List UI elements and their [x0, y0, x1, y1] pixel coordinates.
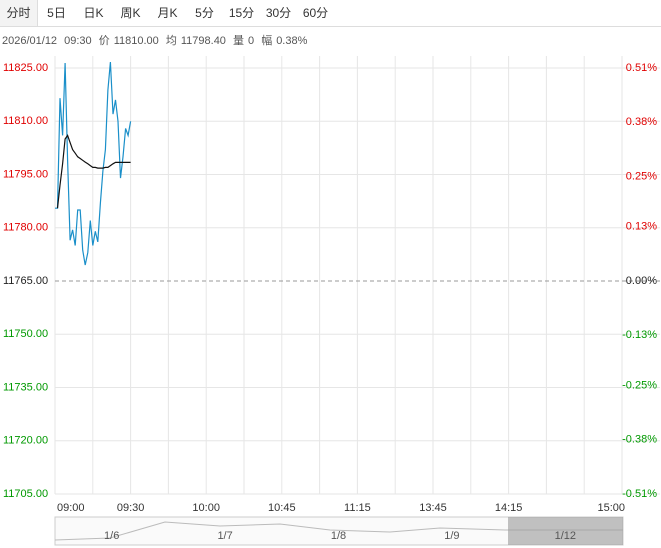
tab-bar: 分时 5日 日K 周K 月K 5分 15分 30分 60分: [0, 0, 661, 27]
y2-tick-label: 0.25%: [626, 170, 657, 182]
y2-tick-label: 0.51%: [626, 62, 657, 74]
label: 量: [233, 35, 244, 47]
y2-tick-label: -0.13%: [622, 329, 657, 341]
tab[interactable]: 分时: [0, 0, 38, 26]
price-line: [56, 134, 131, 209]
nav-label: 1/9: [444, 530, 459, 542]
range: 0.38%: [276, 35, 308, 47]
y-tick-label: 11780.00: [3, 222, 48, 234]
y2-tick-label: 0.13%: [626, 221, 657, 233]
nav-label: 1/12: [555, 530, 576, 542]
y-tick-label: 11765.00: [3, 275, 48, 287]
y-tick-label: 11825.00: [3, 62, 48, 74]
y2-tick-label: 0.38%: [626, 116, 657, 128]
y-tick-label: 11705.00: [3, 488, 48, 500]
plot: [55, 61, 132, 266]
x-tick-label: 13:45: [419, 502, 447, 514]
tab[interactable]: 5分: [195, 6, 214, 20]
tab[interactable]: 月K: [157, 6, 178, 20]
nav-label: 1/8: [331, 530, 346, 542]
tab[interactable]: 15分: [228, 6, 255, 20]
label: 价: [98, 35, 110, 47]
x-tick-label: 11:15: [344, 502, 371, 514]
x-tick-label: 10:45: [268, 502, 296, 514]
label: 幅: [261, 35, 273, 47]
price-line: [55, 61, 132, 266]
avg: 11798.40: [180, 35, 226, 47]
tab[interactable]: 5日: [47, 6, 66, 20]
x-tick-label: 10:00: [192, 502, 220, 514]
label: 均: [165, 35, 177, 47]
y-tick-label: 11750.00: [3, 328, 48, 340]
time: 09:30: [64, 35, 92, 47]
x-tick-label: 15:00: [597, 502, 625, 514]
tab[interactable]: 周K: [120, 6, 141, 20]
x-tick-label: 09:00: [57, 502, 85, 514]
y2-tick-label: 0.00%: [626, 275, 657, 287]
navigator-selection[interactable]: [508, 517, 623, 545]
price: 11810.00: [113, 35, 159, 47]
y-tick-label: 11810.00: [3, 115, 48, 127]
nav-label: 1/6: [104, 530, 119, 542]
y-tick-label: 11735.00: [3, 381, 48, 393]
tab[interactable]: 60分: [302, 6, 329, 20]
navigator-trace: [54, 521, 623, 541]
x-tick-label: 14:15: [495, 502, 523, 514]
tab[interactable]: 日K: [83, 6, 104, 20]
y-tick-label: 11795.00: [3, 168, 48, 180]
nav-label: 1/7: [217, 530, 232, 542]
y-tick-label: 11720.00: [3, 435, 48, 447]
tab[interactable]: 30分: [265, 6, 292, 20]
vol: 0: [248, 35, 255, 47]
y2-tick-label: -0.38%: [622, 434, 657, 446]
date: 2026/01/12: [2, 35, 58, 47]
x-tick-label: 09:30: [117, 502, 145, 514]
y2-tick-label: -0.25%: [622, 379, 657, 391]
y2-tick-label: -0.51%: [622, 488, 657, 500]
